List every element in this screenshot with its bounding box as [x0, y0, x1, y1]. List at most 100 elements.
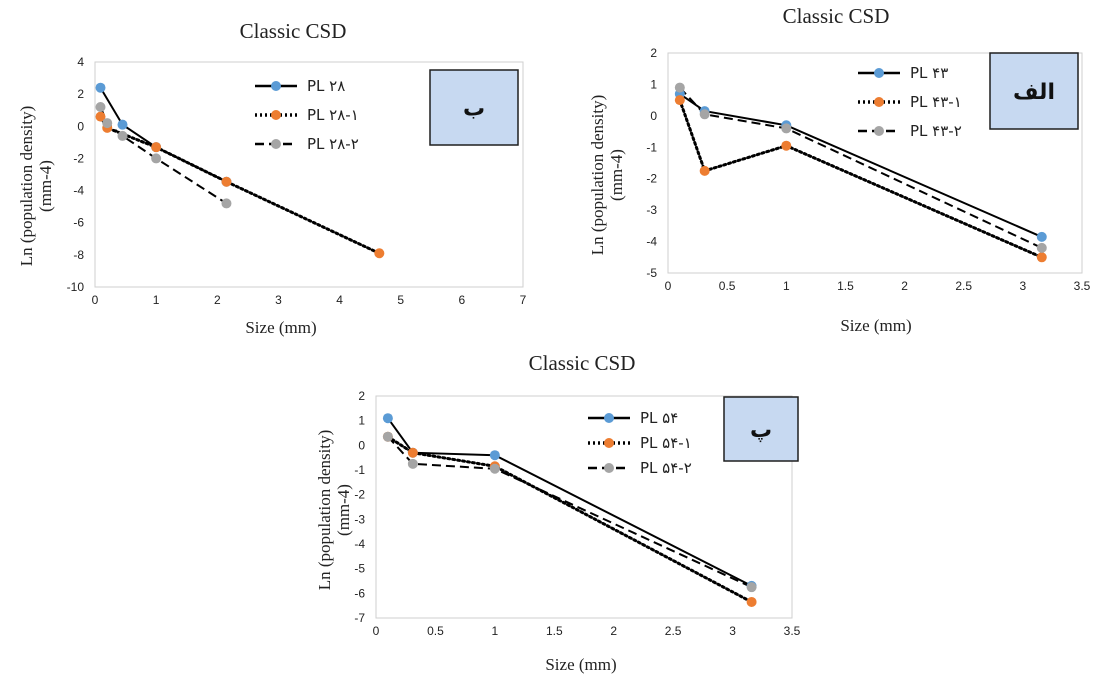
data-point — [1036, 231, 1047, 242]
legend-marker — [271, 110, 281, 120]
y-axis-label: Ln (population density)(mm-4) — [588, 95, 626, 256]
y-tick-label: -7 — [354, 611, 365, 625]
data-point — [382, 413, 393, 424]
x-tick-label: 0.5 — [427, 624, 444, 638]
data-point — [489, 450, 500, 461]
data-point — [699, 165, 710, 176]
y-tick-label: 1 — [650, 77, 657, 91]
legend-label: PL ۴۳-۲ — [910, 122, 962, 140]
data-point — [407, 458, 418, 469]
chart-title: Classic CSD — [240, 19, 347, 43]
data-point — [102, 118, 113, 129]
series-line-3 — [679, 86, 1043, 249]
legend-marker — [604, 438, 614, 448]
data-point — [781, 140, 792, 151]
y-tick-label: 0 — [77, 119, 84, 133]
legend-marker — [604, 413, 614, 423]
data-point — [489, 463, 500, 474]
x-tick-label: 3 — [729, 624, 736, 638]
y-tick-label: -6 — [73, 216, 84, 230]
data-point — [781, 123, 792, 134]
series-line-1 — [387, 417, 753, 587]
x-tick-label: 1.5 — [837, 279, 854, 293]
data-point — [746, 582, 757, 593]
legend-marker — [874, 126, 884, 136]
data-point — [674, 82, 685, 93]
y-tick-label: -6 — [354, 586, 365, 600]
plot-area — [667, 52, 1083, 274]
data-point — [117, 119, 128, 130]
plot-area — [94, 61, 524, 288]
panel-label: پ — [750, 418, 772, 443]
data-point — [382, 431, 393, 442]
legend-marker — [604, 463, 614, 473]
legend-label: PL ۲۸-۱ — [307, 106, 359, 124]
y-tick-label: -4 — [646, 235, 657, 249]
data-point — [221, 198, 232, 209]
x-tick-label: 0 — [373, 624, 380, 638]
data-point — [95, 102, 106, 112]
x-tick-label: 0 — [665, 279, 672, 293]
data-point — [95, 82, 106, 93]
y-tick-label: -4 — [354, 537, 365, 551]
y-tick-label: 1 — [358, 414, 365, 428]
y-tick-label: -1 — [646, 140, 657, 154]
legend-marker — [874, 68, 884, 78]
x-tick-label: 3.5 — [1074, 279, 1091, 293]
legend-label: PL ۲۸-۲ — [307, 135, 359, 153]
legend-label: PL ۵۴-۱ — [640, 434, 692, 452]
y-tick-label: 2 — [77, 87, 84, 101]
x-tick-label: 2 — [610, 624, 617, 638]
series-line-2 — [678, 98, 1044, 259]
y-tick-label: 2 — [650, 46, 657, 60]
x-axis-label: Size (mm) — [545, 655, 616, 674]
x-axis-label: Size (mm) — [245, 318, 316, 337]
data-point — [374, 248, 385, 259]
x-tick-label: 2 — [901, 279, 908, 293]
y-axis-label: Ln (population density)(mm-4) — [315, 430, 353, 591]
y-tick-label: -2 — [646, 172, 657, 186]
x-tick-label: 1.5 — [546, 624, 563, 638]
x-axis-label: Size (mm) — [840, 316, 911, 335]
panel-label: ب — [463, 97, 485, 122]
x-tick-label: 6 — [459, 293, 466, 307]
legend-marker — [271, 139, 281, 149]
panel-label: الف — [1013, 80, 1055, 105]
data-point — [407, 447, 418, 458]
x-tick-label: 3.5 — [784, 624, 801, 638]
chart-title: Classic CSD — [783, 4, 890, 28]
y-tick-label: -5 — [646, 266, 657, 280]
x-tick-label: 4 — [336, 293, 343, 307]
x-tick-label: 5 — [397, 293, 404, 307]
data-point — [674, 95, 685, 106]
data-point — [151, 142, 162, 153]
panel-label-box — [989, 52, 1079, 130]
x-tick-label: 0.5 — [719, 279, 736, 293]
y-tick-label: -1 — [354, 463, 365, 477]
panel-label-box — [723, 396, 799, 462]
y-tick-label: -3 — [354, 512, 365, 526]
series-line-2 — [386, 435, 754, 604]
data-point — [699, 109, 710, 120]
y-axis-label: Ln (population density)(mm-4) — [17, 106, 55, 267]
legend-marker — [271, 81, 281, 91]
x-tick-label: 1 — [783, 279, 790, 293]
x-tick-label: 2 — [214, 293, 221, 307]
chart-panel-2: Classic CSD Size (mm) Ln (population densi… — [588, 4, 1091, 335]
y-tick-label: 4 — [77, 55, 84, 69]
data-point — [1036, 252, 1047, 263]
y-tick-label: -3 — [646, 203, 657, 217]
y-tick-label: 0 — [358, 438, 365, 452]
y-tick-label: -10 — [67, 280, 85, 294]
x-tick-label: 3 — [275, 293, 282, 307]
series-line-3 — [387, 436, 753, 589]
y-tick-label: -2 — [354, 488, 365, 502]
legend-label: PL ۵۴-۲ — [640, 459, 692, 477]
legend-label: PL ۴۳ — [910, 64, 948, 82]
x-tick-label: 1 — [153, 293, 160, 307]
data-point — [151, 153, 162, 164]
legend-marker — [874, 97, 884, 107]
y-tick-label: -5 — [354, 562, 365, 576]
x-tick-label: 2.5 — [665, 624, 682, 638]
data-point — [117, 130, 128, 141]
